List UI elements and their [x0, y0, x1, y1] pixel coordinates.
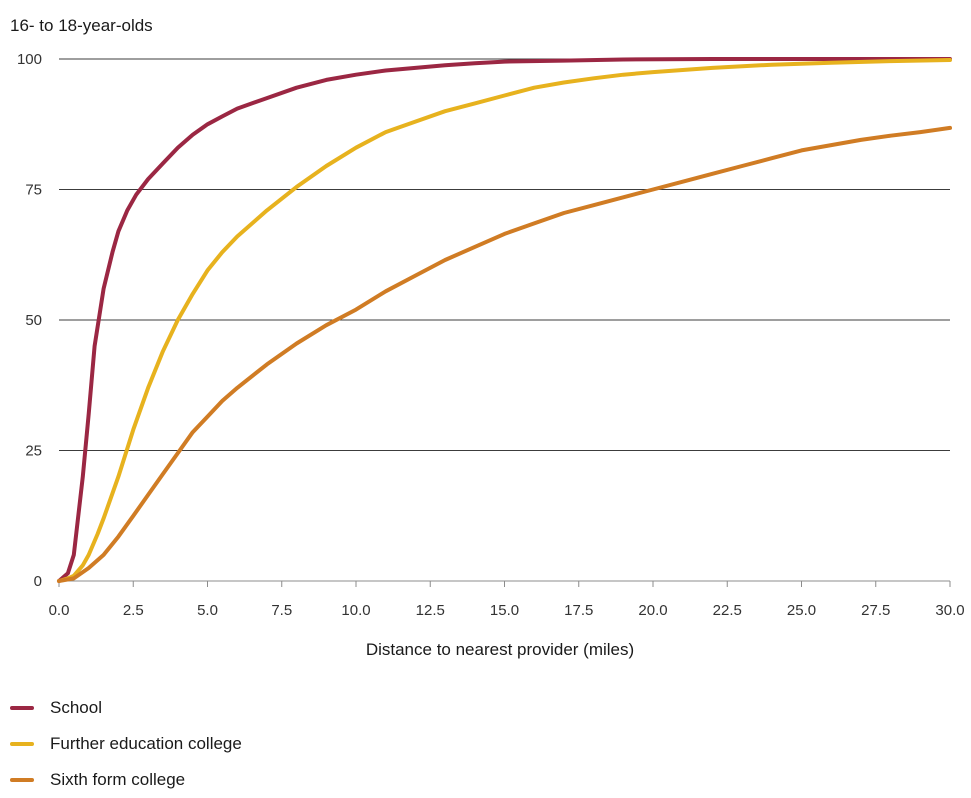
- legend-swatch-sixth-form-college: [10, 778, 34, 782]
- x-tick-label: 10.0: [341, 602, 370, 619]
- legend-item-sixth-form-college: Sixth form college: [10, 762, 242, 798]
- legend-label-sixth-form-college: Sixth form college: [50, 770, 186, 789]
- legend-label-school: School: [50, 698, 102, 717]
- x-tick-label: 25.0: [787, 602, 816, 619]
- x-tick-label: 27.5: [861, 602, 890, 619]
- x-tick-label: 2.5: [123, 602, 144, 619]
- chart: 16- to 18-year-olds 0 25 50 75 100 0.0 2.5 5.0…: [10, 16, 965, 659]
- x-tick-label: 20.0: [638, 602, 667, 619]
- y-tick-label: 50: [25, 312, 42, 329]
- legend-swatch-school: [10, 706, 34, 710]
- gridlines: [59, 58, 950, 451]
- x-tick-label: 5.0: [197, 602, 218, 619]
- y-tick-label: 100: [17, 51, 42, 68]
- legend-item-further-education-college: Further education college: [10, 726, 242, 762]
- x-tick-label: 30.0: [935, 602, 964, 619]
- x-tick-labels: 0.0 2.5 5.0 7.5 10.0 12.5 15.0 17.5 20.0 22.5 25.0…: [49, 602, 965, 619]
- legend-swatch-further-education-college: [10, 742, 34, 746]
- legend-label-further-education-college: Further education college: [50, 734, 242, 753]
- series-lines: [57, 57, 952, 583]
- x-tick-label: 7.5: [271, 602, 292, 619]
- x-tick-label: 15.0: [490, 602, 519, 619]
- y-tick-label: 75: [25, 182, 42, 199]
- legend-item-school: School: [10, 690, 242, 726]
- x-tick-label: 22.5: [713, 602, 742, 619]
- y-tick-labels: 0 25 50 75 100: [17, 51, 42, 590]
- x-tick-label: 12.5: [416, 602, 445, 619]
- series-line-school: [57, 57, 952, 583]
- legend: School Further education college Sixth f…: [10, 690, 242, 798]
- series-line-further-education-college: [57, 58, 952, 583]
- series-line-sixth-form-college: [57, 125, 952, 583]
- x-tick-label: 17.5: [564, 602, 593, 619]
- y-axis-label: 16- to 18-year-olds: [10, 16, 153, 35]
- x-axis-label: Distance to nearest provider (miles): [366, 640, 634, 659]
- y-tick-label: 0: [34, 573, 42, 590]
- y-tick-label: 25: [25, 443, 42, 460]
- x-axis: [58, 580, 951, 587]
- x-tick-label: 0.0: [49, 602, 70, 619]
